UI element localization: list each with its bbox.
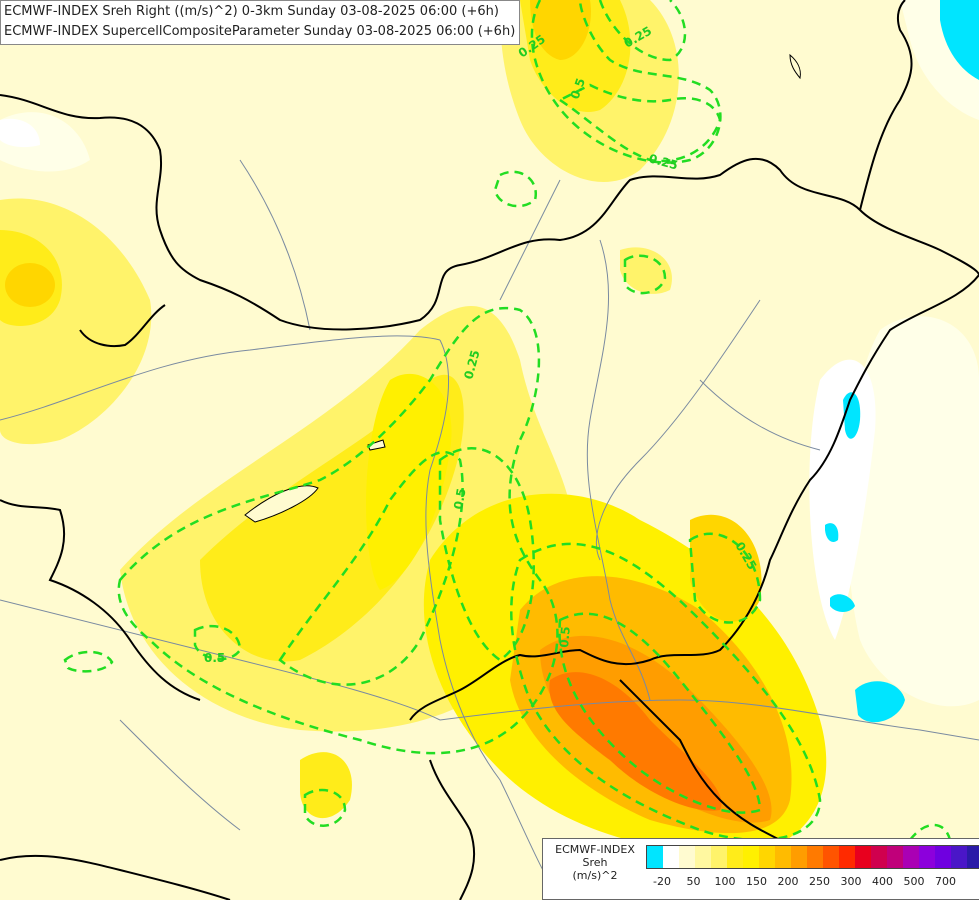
legend-swatch: [887, 846, 903, 868]
legend-swatch: [759, 846, 775, 868]
color-legend: ECMWF-INDEX Sreh (m/s)^2 -20 50 100 150 200 2…: [542, 838, 979, 900]
legend-tick-label: 400: [872, 875, 893, 888]
legend-swatch: [967, 846, 979, 868]
legend-swatch: [791, 846, 807, 868]
legend-swatch: [679, 846, 695, 868]
legend-swatch: [871, 846, 887, 868]
legend-tick-label: 100: [714, 875, 736, 888]
scp-contours: [63, 0, 952, 842]
legend-swatch: [823, 846, 839, 868]
contour-label: 0.5: [204, 651, 225, 665]
legend-swatch: [839, 846, 855, 868]
legend-swatch: [695, 846, 711, 868]
map-title-box: ECMWF-INDEX Sreh Right ((m/s)^2) 0-3km S…: [0, 0, 521, 45]
map-title-line1: ECMWF-INDEX Sreh Right ((m/s)^2) 0-3km S…: [4, 4, 499, 19]
legend-tick-label: -20: [653, 875, 671, 888]
legend-tick-label: 200: [777, 875, 799, 888]
contour-label: 0.5: [451, 487, 468, 510]
legend-swatch: [711, 846, 727, 868]
contour-label: 0.5: [557, 626, 573, 648]
map-title-line2: ECMWF-INDEX SupercellCompositeParameter …: [4, 24, 516, 39]
legend-tick-label: 300: [840, 875, 862, 888]
legend-swatch: [775, 846, 791, 868]
legend-swatch: [663, 846, 679, 868]
legend-title: ECMWF-INDEX Sreh (m/s)^2: [545, 843, 645, 882]
legend-swatch: [727, 846, 743, 868]
legend-tick-label: 700: [935, 875, 956, 888]
legend-tick-label: 500: [903, 875, 925, 888]
legend-swatch: [951, 846, 967, 868]
lakes: [244, 53, 801, 523]
sreh-shading: [0, 0, 979, 852]
rivers: [0, 159, 979, 900]
legend-tick-label: 50: [686, 875, 701, 888]
legend-tick-label: 150: [746, 875, 767, 888]
legend-swatch: [855, 846, 871, 868]
legend-swatch: [647, 846, 663, 868]
legend-swatch: [919, 846, 935, 868]
legend-title-unit: (m/s)^2: [572, 869, 618, 882]
legend-swatch: [743, 846, 759, 868]
legend-colorbar: [646, 845, 979, 869]
legend-swatch: [903, 846, 919, 868]
legend-tick-label: 250: [809, 875, 830, 888]
legend-swatch: [935, 846, 951, 868]
legend-title-source: ECMWF-INDEX: [555, 843, 635, 856]
contour-label: 0.5: [568, 76, 588, 101]
legend-title-field: Sreh: [582, 856, 608, 869]
legend-swatch: [807, 846, 823, 868]
